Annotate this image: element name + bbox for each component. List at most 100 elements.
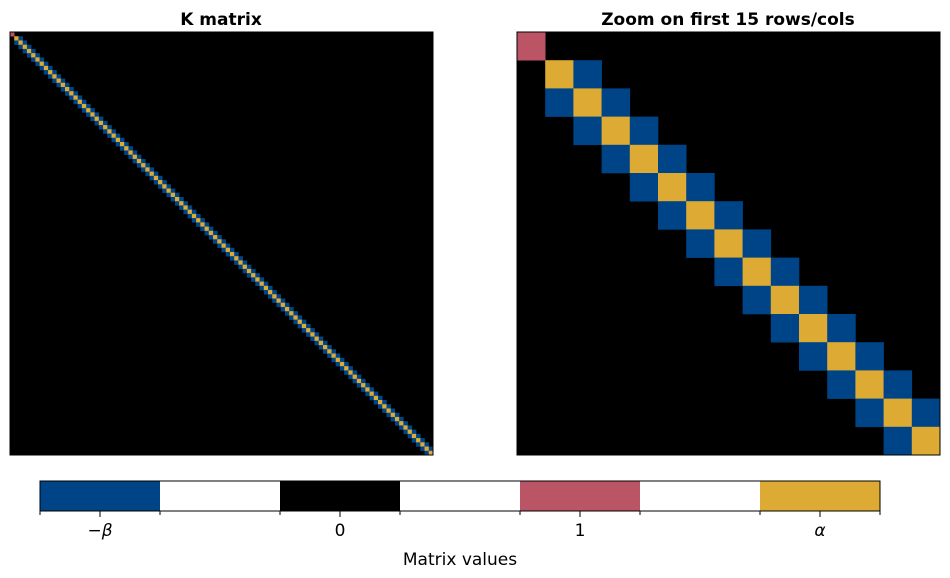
heatmap-cell-alpha xyxy=(246,268,252,274)
heatmap-cell-alpha xyxy=(183,205,188,210)
heatmap-cell-alpha xyxy=(855,370,884,399)
heatmap-cell-beta xyxy=(162,180,167,185)
heatmap-cell-alpha xyxy=(208,230,214,236)
heatmap-cell-alpha xyxy=(378,400,383,405)
heatmap-cell-beta xyxy=(208,226,214,232)
heatmap-cell-beta xyxy=(394,421,400,426)
heatmap-cell-alpha xyxy=(221,243,227,249)
heatmap-cell-alpha xyxy=(111,133,117,139)
heatmap-cell-beta xyxy=(158,184,163,189)
heatmap-cell-beta xyxy=(136,163,142,168)
heatmap-cell-alpha xyxy=(31,53,36,58)
heatmap-cell-beta xyxy=(103,120,108,126)
heatmap-cell-beta xyxy=(145,171,150,177)
heatmap-cell-beta xyxy=(128,154,133,160)
heatmap-cell-beta xyxy=(69,86,74,92)
colorbar-tick-label: −β xyxy=(87,521,112,541)
heatmap-cell-beta xyxy=(196,222,201,227)
heatmap-cell-beta xyxy=(115,133,121,139)
heatmap-cell-beta xyxy=(310,336,315,342)
heatmap-cell-beta xyxy=(424,442,430,447)
heatmap-cell-beta xyxy=(301,328,307,333)
heatmap-cell-alpha xyxy=(141,163,146,168)
heatmap-cell-alpha xyxy=(174,196,180,202)
heatmap-cell-alpha xyxy=(213,235,218,240)
heatmap-cell-alpha xyxy=(428,450,434,456)
heatmap-cell-alpha xyxy=(90,112,95,117)
heatmap-cell-beta xyxy=(166,192,172,198)
heatmap-cell-beta xyxy=(770,314,800,343)
heatmap-cell-beta xyxy=(276,302,282,308)
colorbar-segment xyxy=(520,481,640,511)
heatmap-cell-alpha xyxy=(827,342,856,371)
heatmap-cell-beta xyxy=(658,201,687,230)
heatmap-cell-beta xyxy=(166,184,172,189)
heatmap-cell-beta xyxy=(221,239,227,244)
heatmap-cell-beta xyxy=(306,332,311,337)
heatmap-cell-alpha xyxy=(714,229,743,258)
heatmap-cell-beta xyxy=(98,116,104,122)
heatmap-cell-beta xyxy=(382,400,387,405)
heatmap-cell-beta xyxy=(115,141,121,147)
heatmap-cell-beta xyxy=(855,398,884,428)
heatmap-cell-alpha xyxy=(124,146,129,151)
heatmap-cell-alpha xyxy=(301,323,307,329)
heatmap-cell-beta xyxy=(132,150,138,155)
heatmap-cell-beta xyxy=(238,256,243,261)
heatmap-cell-beta xyxy=(390,416,396,422)
heatmap-cell-beta xyxy=(43,70,49,75)
heatmap-cell-beta xyxy=(124,150,129,155)
heatmap-cell-beta xyxy=(153,180,159,185)
heatmap-cell-beta xyxy=(268,294,273,299)
heatmap-cell-beta xyxy=(26,53,32,58)
heatmap-cell-alpha xyxy=(98,120,104,126)
heatmap-cell-beta xyxy=(191,209,197,215)
heatmap-cell-beta xyxy=(284,302,290,308)
heatmap-cell-beta xyxy=(86,103,91,109)
heatmap-cell-alpha xyxy=(136,158,142,164)
heatmap-cell-alpha xyxy=(399,421,404,426)
heatmap-cell-beta xyxy=(297,315,303,320)
heatmap-cell-alpha xyxy=(280,302,286,308)
heatmap-cell-alpha xyxy=(217,239,222,244)
heatmap-cell-beta xyxy=(629,173,659,202)
heatmap-cell-beta xyxy=(48,74,53,79)
heatmap-cell-beta xyxy=(323,349,328,354)
heatmap-cell-alpha xyxy=(242,264,248,270)
k-matrix-heatmap xyxy=(9,31,434,456)
heatmap-cell-beta xyxy=(229,256,235,261)
heatmap-cell-alpha xyxy=(52,74,57,79)
heatmap-cell-beta xyxy=(179,205,184,210)
heatmap-cell-beta xyxy=(170,196,176,202)
heatmap-cell-beta xyxy=(403,421,408,426)
heatmap-cell-beta xyxy=(170,188,176,194)
heatmap-cell-alpha xyxy=(289,311,294,316)
heatmap-cell-beta xyxy=(416,442,421,447)
heatmap-cell-beta xyxy=(827,370,856,399)
heatmap-cell-alpha xyxy=(310,332,315,337)
heatmap-cell-alpha xyxy=(629,144,659,174)
heatmap-cell-beta xyxy=(293,311,298,316)
heatmap-cell-alpha xyxy=(545,60,574,89)
left-panel-title: K matrix xyxy=(180,10,262,30)
heatmap-cell-alpha xyxy=(323,345,328,350)
heatmap-cell-alpha xyxy=(43,65,49,71)
heatmap-cell-alpha xyxy=(149,171,155,177)
heatmap-cell-alpha xyxy=(166,188,172,194)
right-panel-title: Zoom on first 15 rows/cols xyxy=(601,10,855,30)
heatmap-frame xyxy=(9,31,434,456)
heatmap-cell-alpha xyxy=(911,426,941,456)
heatmap-cell-beta xyxy=(234,251,239,257)
heatmap-cell-alpha xyxy=(153,175,159,181)
heatmap-cell-beta xyxy=(35,53,40,58)
heatmap-cell-beta xyxy=(242,260,248,265)
heatmap-cell-beta xyxy=(335,353,341,359)
heatmap-cell-alpha xyxy=(369,391,375,397)
heatmap-cell-beta xyxy=(827,314,856,343)
heatmap-cell-alpha xyxy=(251,273,256,278)
heatmap-cell-beta xyxy=(799,285,828,315)
heatmap-cell-beta xyxy=(348,374,353,380)
heatmap-cell-beta xyxy=(855,342,884,371)
heatmap-cell-alpha xyxy=(348,370,353,375)
heatmap-cell-alpha xyxy=(48,70,53,75)
